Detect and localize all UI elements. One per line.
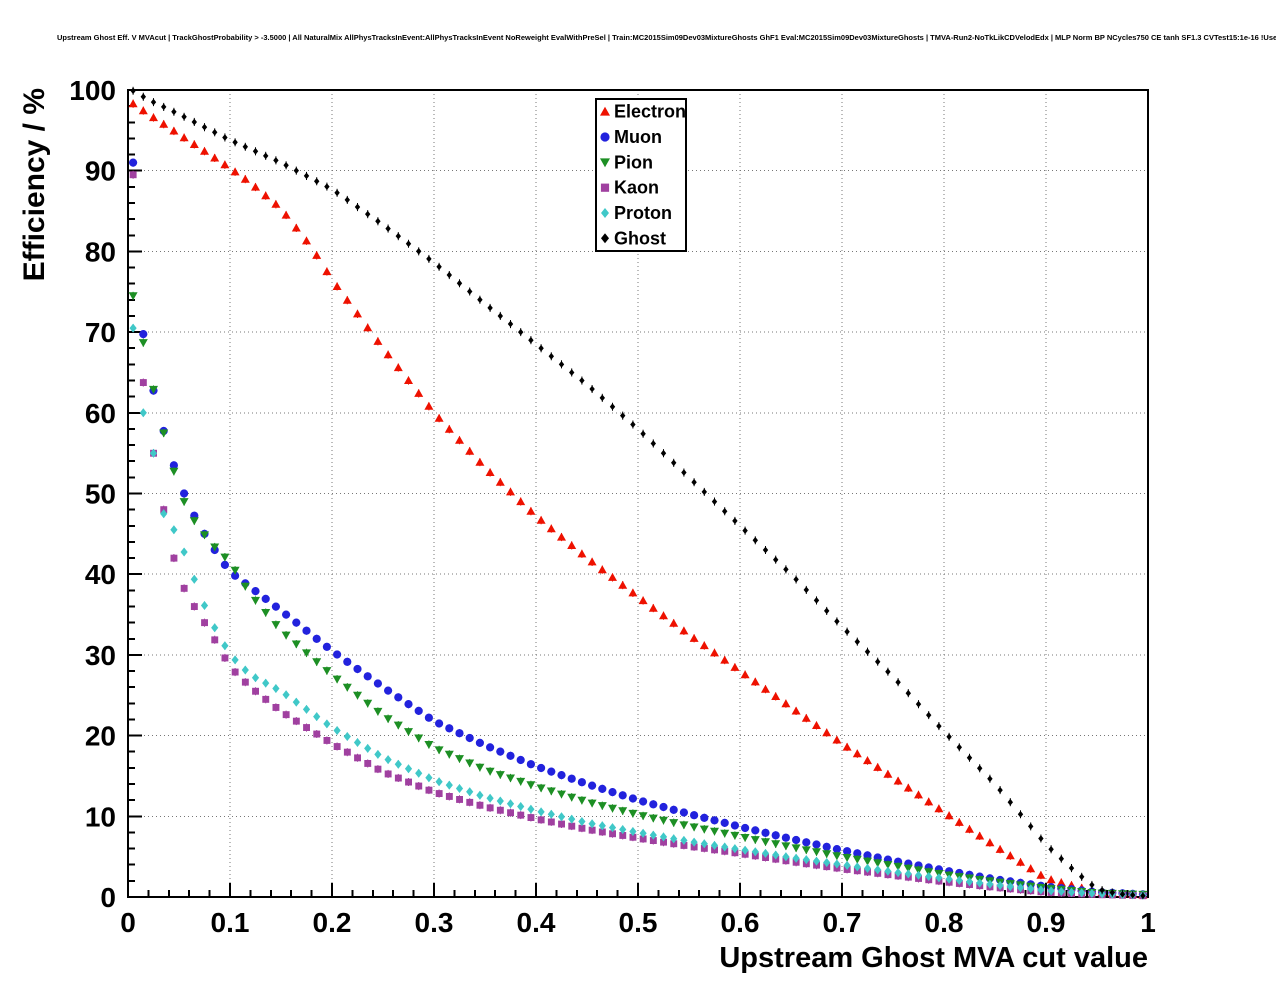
series-electron <box>128 99 1148 899</box>
svg-text:1: 1 <box>1140 907 1156 938</box>
series-proton <box>129 323 1147 900</box>
legend-item-pion: Pion <box>600 152 653 172</box>
series-ghost <box>130 86 1146 900</box>
svg-text:20: 20 <box>85 721 116 752</box>
plot-title: Upstream Ghost Eff. V MVAcut | TrackGhos… <box>57 33 1276 42</box>
legend-item-muon: Muon <box>600 127 662 147</box>
legend-item-proton: Proton <box>601 203 672 223</box>
legend-item-electron: Electron <box>600 102 686 122</box>
series-muon <box>129 158 1147 899</box>
legend-label-proton: Proton <box>614 203 672 223</box>
legend-item-kaon: Kaon <box>600 178 659 198</box>
axis-ticks <box>127 89 1149 898</box>
svg-text:60: 60 <box>85 398 116 429</box>
x-tick-labels: 0 0.1 0.2 0.3 0.4 0.5 0.6 0.7 0.8 0.9 1 <box>120 907 1156 938</box>
svg-text:30: 30 <box>85 640 116 671</box>
y-axis-title: Efficiency / % <box>18 88 51 281</box>
svg-text:0: 0 <box>100 882 116 913</box>
legend-label-kaon: Kaon <box>614 178 659 198</box>
svg-text:0.1: 0.1 <box>211 907 250 938</box>
legend-label-muon: Muon <box>614 127 662 147</box>
svg-text:70: 70 <box>85 317 116 348</box>
svg-text:90: 90 <box>85 156 116 187</box>
legend-label-ghost: Ghost <box>614 228 666 248</box>
svg-text:0.4: 0.4 <box>517 907 556 938</box>
svg-text:0.9: 0.9 <box>1027 907 1066 938</box>
svg-text:0: 0 <box>120 907 136 938</box>
svg-text:0.5: 0.5 <box>619 907 658 938</box>
svg-text:0.7: 0.7 <box>823 907 862 938</box>
svg-text:0.3: 0.3 <box>415 907 454 938</box>
svg-text:0.2: 0.2 <box>313 907 352 938</box>
svg-text:0.6: 0.6 <box>721 907 760 938</box>
svg-text:80: 80 <box>85 236 116 267</box>
svg-text:10: 10 <box>85 801 116 832</box>
legend-label-pion: Pion <box>614 152 653 172</box>
svg-text:100: 100 <box>69 75 116 106</box>
svg-text:40: 40 <box>85 559 116 590</box>
legend-label-electron: Electron <box>614 102 686 122</box>
gridlines <box>128 90 1148 897</box>
svg-text:50: 50 <box>85 479 116 510</box>
legend: Electron Muon Pion Kaon Proton Ghost <box>595 98 687 252</box>
legend-item-ghost: Ghost <box>601 228 666 248</box>
x-axis-title: Upstream Ghost MVA cut value <box>719 942 1148 974</box>
y-tick-labels: 0 10 20 30 40 50 60 70 80 90 100 <box>69 75 116 913</box>
svg-text:0.8: 0.8 <box>925 907 964 938</box>
